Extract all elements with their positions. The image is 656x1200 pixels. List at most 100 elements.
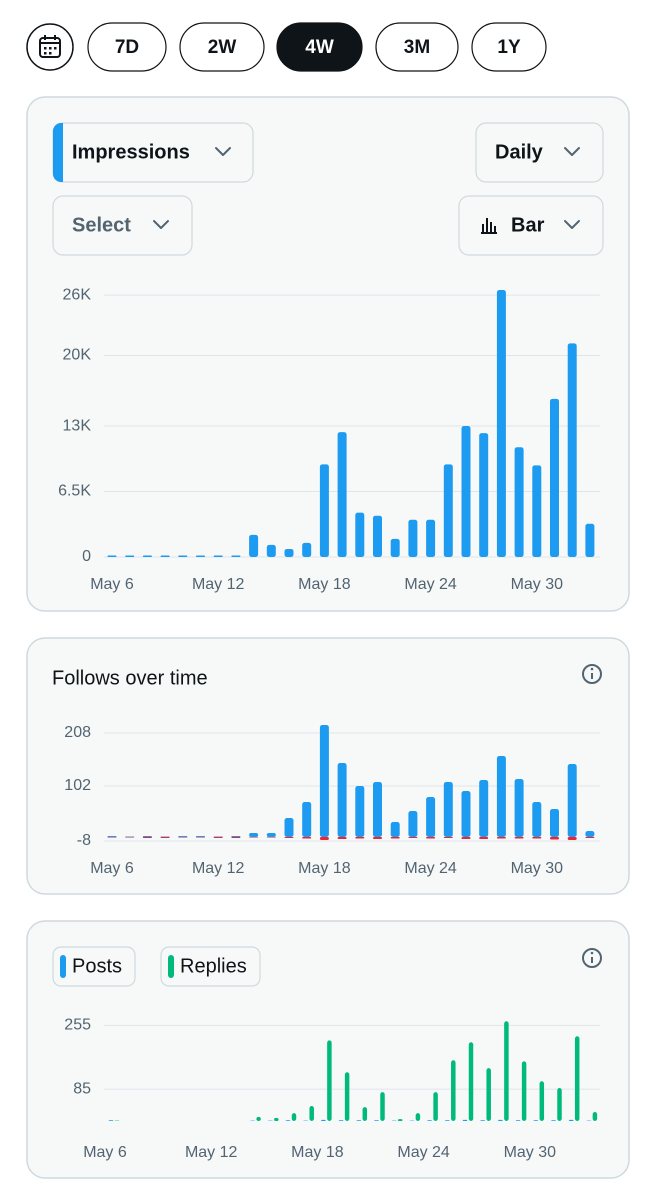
bar xyxy=(373,837,382,839)
bar xyxy=(574,1036,580,1121)
bar xyxy=(196,837,205,838)
x-tick-label: May 30 xyxy=(504,1144,557,1161)
chart: 0 6.5K 13K 20K 26K May 6 May 12 May 18 May 24 May… xyxy=(58,286,600,593)
y-tick-label: 102 xyxy=(64,777,91,794)
bar xyxy=(125,837,135,838)
bar xyxy=(178,555,188,557)
bar xyxy=(321,1119,326,1121)
range-button-label: 4W xyxy=(305,37,334,58)
bar xyxy=(426,519,436,557)
range-button[interactable]: 2W xyxy=(179,22,265,72)
bar xyxy=(355,512,365,557)
bar xyxy=(107,555,117,557)
bar xyxy=(266,544,276,557)
legend-chip[interactable]: Replies xyxy=(160,946,261,987)
bar xyxy=(266,833,276,837)
chart-title: Follows over time xyxy=(52,667,208,689)
x-tick-label: May 6 xyxy=(83,1144,127,1161)
y-tick-label: 85 xyxy=(73,1080,91,1097)
bar xyxy=(390,822,400,837)
bar xyxy=(356,1120,362,1121)
x-tick-label: May 18 xyxy=(298,576,351,593)
bar xyxy=(496,756,506,837)
bar xyxy=(373,782,382,837)
bar xyxy=(249,837,259,838)
bar xyxy=(496,837,506,839)
chart-style-dropdown[interactable]: Bar xyxy=(458,195,604,256)
y-tick-label: 26K xyxy=(63,286,92,303)
chart: -8 102 208 May 6 May 12 May 18 May 24 May 30 xyxy=(64,724,600,877)
range-button-label: 3M xyxy=(404,37,430,58)
bar xyxy=(468,1042,474,1121)
bar xyxy=(426,837,436,839)
bar xyxy=(461,791,471,837)
legend-swatch xyxy=(168,955,174,978)
x-tick-label: May 12 xyxy=(192,860,245,877)
info-button[interactable] xyxy=(582,948,602,968)
bar xyxy=(285,1120,291,1121)
bar xyxy=(514,779,524,837)
range-button[interactable]: 3M xyxy=(375,22,459,72)
bar xyxy=(160,836,170,837)
bar xyxy=(302,837,312,839)
calendar-button[interactable] xyxy=(26,23,74,71)
metric-dropdown[interactable]: Impressions xyxy=(52,122,254,183)
bar xyxy=(125,555,135,557)
bar xyxy=(390,837,400,839)
bar xyxy=(557,1088,562,1121)
range-button-label: 2W xyxy=(208,37,237,58)
bar xyxy=(443,782,453,837)
bar xyxy=(319,837,329,840)
x-tick-label: May 12 xyxy=(192,576,245,593)
bar xyxy=(355,837,365,839)
y-tick-label: 13K xyxy=(63,417,92,434)
bar xyxy=(266,837,276,838)
bar xyxy=(479,837,489,839)
bar xyxy=(504,1021,509,1121)
bar xyxy=(486,1068,491,1121)
bar xyxy=(451,1060,456,1121)
bar xyxy=(319,464,329,557)
bar xyxy=(302,542,312,557)
bar xyxy=(443,464,453,557)
range-button-bg xyxy=(375,22,459,72)
bar xyxy=(551,1120,556,1121)
bar xyxy=(160,837,170,838)
legend-chip[interactable]: Posts xyxy=(52,946,136,987)
metric-accent xyxy=(53,123,63,182)
range-button[interactable]: 7D xyxy=(87,22,167,72)
range-button[interactable]: 4W xyxy=(276,22,363,72)
info-button[interactable] xyxy=(582,664,602,684)
bar xyxy=(550,837,559,840)
bar xyxy=(355,786,365,837)
bar xyxy=(532,465,542,557)
bar xyxy=(178,836,188,837)
bar xyxy=(496,290,506,557)
bar xyxy=(567,343,577,557)
dropdown-label: Impressions xyxy=(72,141,190,163)
bar xyxy=(433,1092,438,1121)
range-button[interactable]: 1Y xyxy=(471,22,547,72)
bar xyxy=(415,1113,421,1121)
dropdown-label: Daily xyxy=(495,141,544,163)
bar xyxy=(592,1112,598,1121)
x-tick-label: May 24 xyxy=(404,576,457,593)
bar xyxy=(585,837,595,838)
legend-swatch xyxy=(60,955,66,978)
interval-dropdown[interactable]: Daily xyxy=(475,122,604,183)
bar xyxy=(568,1119,574,1121)
range-button-bg xyxy=(179,22,265,72)
bar xyxy=(585,523,595,557)
bar xyxy=(319,725,329,837)
x-tick-label: May 24 xyxy=(397,1144,450,1161)
bar xyxy=(213,555,223,557)
bar xyxy=(462,1119,468,1121)
compare-dropdown[interactable]: Select xyxy=(52,195,193,256)
bar xyxy=(142,555,152,557)
bar xyxy=(521,1061,527,1121)
bar xyxy=(196,555,205,557)
range-button-bg xyxy=(276,22,363,72)
y-tick-label: 20K xyxy=(63,347,92,364)
bar xyxy=(539,1081,545,1121)
